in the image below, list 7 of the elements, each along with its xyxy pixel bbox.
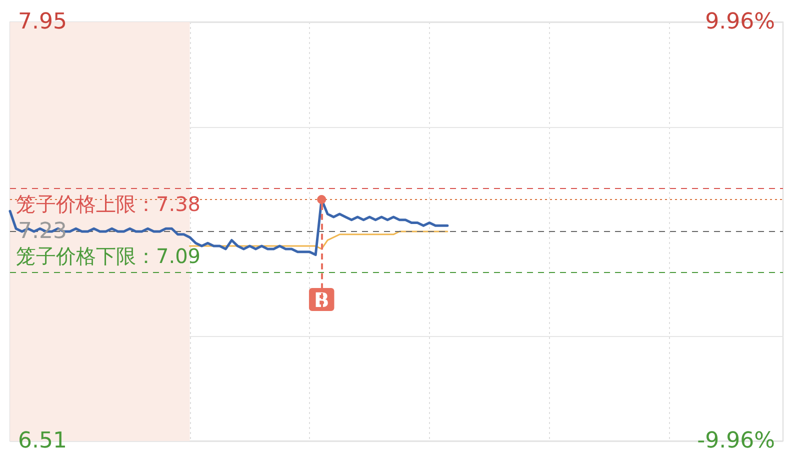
y-tick-label: 6.51 [18,428,67,454]
ref-line-label: 笼子价格下限：7.09 [16,244,201,268]
y2-tick-label: -9.96% [697,428,775,454]
ref-line-label: 笼子价格上限：7.38 [16,192,201,216]
line-series [189,230,448,250]
y-tick-label: 7.95 [18,10,67,34]
y2-tick-label: 9.96% [705,10,775,34]
